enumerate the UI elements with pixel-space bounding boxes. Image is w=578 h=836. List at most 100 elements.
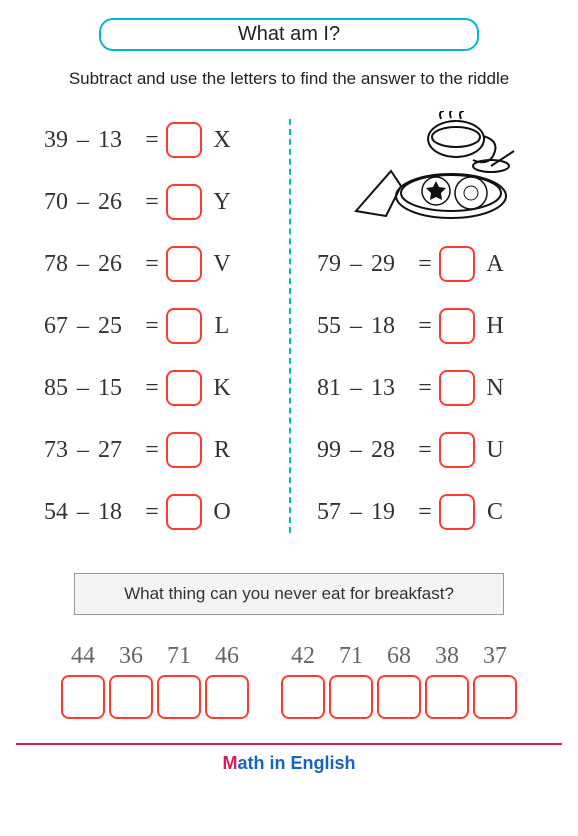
answer-box[interactable]	[166, 370, 202, 406]
answer-code-number: 38	[425, 643, 469, 671]
answer-letter-box[interactable]	[329, 675, 373, 719]
answer-box[interactable]	[166, 432, 202, 468]
answer-cell: 38	[425, 643, 469, 719]
answer-cell: 36	[109, 643, 153, 719]
answer-box[interactable]	[439, 494, 475, 530]
answer-letter-box[interactable]	[205, 675, 249, 719]
operand-a: 73	[28, 437, 68, 464]
answer-word-1: 44367146	[61, 643, 249, 719]
answer-word-2: 4271683837	[281, 643, 517, 719]
problem-row: 57–19=C	[301, 481, 550, 543]
problem-row: 73–27=R	[28, 419, 277, 481]
equals-sign: =	[411, 437, 439, 464]
operand-b: 26	[98, 189, 138, 216]
footer-rest: ath in English	[237, 753, 355, 773]
operand-b: 28	[371, 437, 411, 464]
riddle-question: What thing can you never eat for breakfa…	[74, 573, 504, 615]
operand-b: 26	[98, 251, 138, 278]
code-letter: X	[202, 127, 234, 154]
answer-letter-box[interactable]	[377, 675, 421, 719]
equals-sign: =	[138, 375, 166, 402]
answer-code-number: 46	[205, 643, 249, 671]
answer-letter-box[interactable]	[425, 675, 469, 719]
answer-cell: 37	[473, 643, 517, 719]
footer-brand: Math in English	[0, 753, 578, 774]
answer-code-number: 37	[473, 643, 517, 671]
problems-right-column: 79–29=A55–18=H81–13=N99–28=U57–19=C	[289, 109, 550, 543]
problem-row: 54–18=O	[28, 481, 277, 543]
problem-row: 85–15= K	[28, 357, 277, 419]
footer-accent-letter: M	[222, 753, 237, 773]
answer-gap	[253, 643, 277, 719]
answer-letter-box[interactable]	[109, 675, 153, 719]
operand-b: 18	[371, 313, 411, 340]
minus-sign: –	[341, 313, 371, 340]
answer-box[interactable]	[439, 308, 475, 344]
minus-sign: –	[341, 499, 371, 526]
operand-a: 55	[301, 313, 341, 340]
answer-box[interactable]	[439, 370, 475, 406]
operand-b: 25	[98, 313, 138, 340]
answer-box[interactable]	[166, 246, 202, 282]
answer-box[interactable]	[166, 122, 202, 158]
operand-a: 79	[301, 251, 341, 278]
equals-sign: =	[411, 251, 439, 278]
operand-b: 15	[98, 375, 138, 402]
breakfast-illustration	[301, 109, 550, 233]
code-letter: A	[475, 251, 507, 278]
equals-sign: =	[138, 313, 166, 340]
minus-sign: –	[68, 189, 98, 216]
problem-row: 67–25=L	[28, 295, 277, 357]
minus-sign: –	[341, 375, 371, 402]
answer-cell: 71	[157, 643, 201, 719]
answer-box[interactable]	[439, 432, 475, 468]
answer-box[interactable]	[166, 184, 202, 220]
answer-cell: 44	[61, 643, 105, 719]
equals-sign: =	[411, 499, 439, 526]
operand-a: 78	[28, 251, 68, 278]
problem-row: 81–13=N	[301, 357, 550, 419]
problems-area: 39–13=X70–26=Y78–26=V67–25=L85–15=K73–27…	[0, 109, 578, 543]
code-letter: K	[202, 375, 234, 402]
answer-box[interactable]	[439, 246, 475, 282]
answer-code-number: 44	[61, 643, 105, 671]
answer-code-number: 71	[329, 643, 373, 671]
equals-sign: =	[138, 251, 166, 278]
problem-row: 55–18= H	[301, 295, 550, 357]
code-letter: V	[202, 251, 234, 278]
answer-cell: 71	[329, 643, 373, 719]
instruction-text: Subtract and use the letters to find the…	[0, 69, 578, 89]
equals-sign: =	[138, 499, 166, 526]
equals-sign: =	[138, 437, 166, 464]
code-letter: L	[202, 313, 234, 340]
operand-b: 13	[98, 127, 138, 154]
operand-b: 13	[371, 375, 411, 402]
column-divider	[289, 119, 291, 533]
answer-code-number: 71	[157, 643, 201, 671]
answer-cell: 42	[281, 643, 325, 719]
code-letter: Y	[202, 189, 234, 216]
answer-letter-box[interactable]	[281, 675, 325, 719]
minus-sign: –	[68, 375, 98, 402]
answer-row: 44367146 4271683837	[0, 643, 578, 719]
equals-sign: =	[411, 375, 439, 402]
operand-b: 29	[371, 251, 411, 278]
problem-row: 99–28=U	[301, 419, 550, 481]
answer-letter-box[interactable]	[61, 675, 105, 719]
minus-sign: –	[341, 251, 371, 278]
minus-sign: –	[68, 313, 98, 340]
code-letter: C	[475, 499, 507, 526]
code-letter: H	[475, 313, 507, 340]
problem-row: 79–29= A	[301, 233, 550, 295]
answer-letter-box[interactable]	[473, 675, 517, 719]
minus-sign: –	[68, 251, 98, 278]
equals-sign: =	[411, 313, 439, 340]
answer-letter-box[interactable]	[157, 675, 201, 719]
answer-box[interactable]	[166, 308, 202, 344]
problem-row: 70–26=Y	[28, 171, 277, 233]
answer-box[interactable]	[166, 494, 202, 530]
operand-a: 85	[28, 375, 68, 402]
code-letter: R	[202, 437, 234, 464]
equals-sign: =	[138, 189, 166, 216]
operand-b: 27	[98, 437, 138, 464]
